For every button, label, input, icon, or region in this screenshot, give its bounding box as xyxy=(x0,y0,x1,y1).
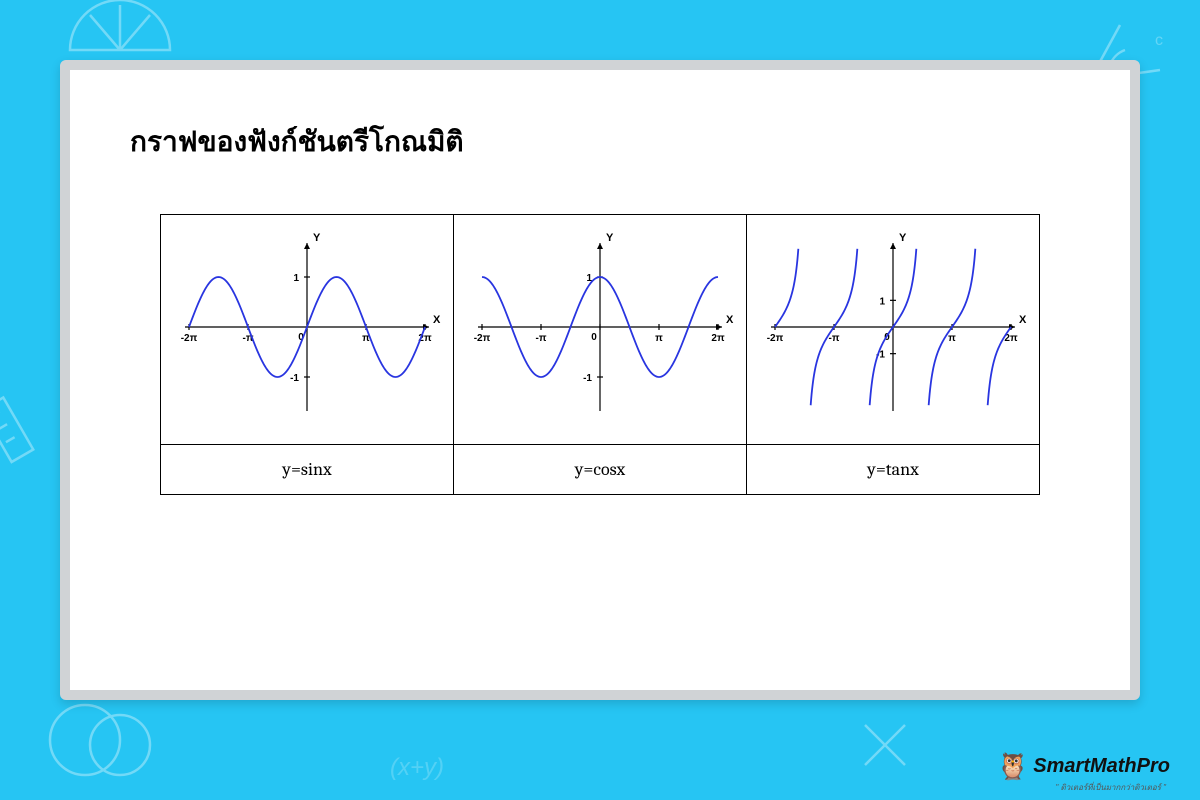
svg-text:π: π xyxy=(948,333,956,344)
svg-text:1: 1 xyxy=(293,273,299,284)
svg-text:-π: -π xyxy=(536,333,547,344)
svg-text:-1: -1 xyxy=(290,373,299,384)
svg-text:-π: -π xyxy=(829,333,840,344)
cos-chart: YX-2π-π0π2π1-1 xyxy=(460,227,740,427)
svg-text:Y: Y xyxy=(313,232,321,244)
graph-cell-tan: YX-2π-π0π2π1-1 xyxy=(747,215,1040,445)
label-row: y=sinx y=cosx y=tanx xyxy=(161,445,1040,495)
brand-name: SmartMathPro xyxy=(1033,755,1170,778)
owl-icon: 🦉 xyxy=(997,751,1029,782)
sin-chart: YX-2π-π0π2π1-1 xyxy=(167,227,447,427)
svg-text:c: c xyxy=(1155,32,1163,49)
svg-text:X: X xyxy=(726,314,734,326)
svg-text:-2π: -2π xyxy=(767,333,784,344)
svg-text:X: X xyxy=(433,314,441,326)
svg-text:2π: 2π xyxy=(711,333,725,344)
graph-cell-sin: YX-2π-π0π2π1-1 xyxy=(161,215,454,445)
svg-text:0: 0 xyxy=(591,332,597,343)
doodle-times xyxy=(850,710,920,780)
whiteboard: กราฟของฟังก์ชันตรีโกณมิติ Y X -2π -π 0 π 2π 1 -1… xyxy=(60,60,1140,700)
svg-text:-2π: -2π xyxy=(181,333,198,344)
label-sin: y=sinx xyxy=(161,445,454,495)
doodle-venn xyxy=(40,690,160,790)
svg-text:X: X xyxy=(1019,314,1027,326)
svg-text:(x+y): (x+y) xyxy=(390,754,444,781)
svg-text:-2π: -2π xyxy=(474,333,491,344)
svg-text:Y: Y xyxy=(606,232,614,244)
label-cos: y=cosx xyxy=(454,445,747,495)
doodle-expr: (x+y) xyxy=(380,735,480,795)
tan-chart: YX-2π-π0π2π1-1 xyxy=(753,227,1033,427)
svg-text:Y: Y xyxy=(899,232,907,244)
label-tan: y=tanx xyxy=(747,445,1040,495)
graph-row: YX-2π-π0π2π1-1 YX-2π-π0π2π1-1 YX-2π-π0π2… xyxy=(161,215,1040,445)
brand-logo: 🦉 SmartMathPro xyxy=(997,751,1170,782)
page-title: กราฟของฟังก์ชันตรีโกณมิติ xyxy=(130,120,1070,164)
svg-text:1: 1 xyxy=(879,296,885,307)
brand-tagline: " ติวเตอร์ที่เป็นมากกว่าติวเตอร์ " xyxy=(1055,781,1166,794)
svg-text:π: π xyxy=(655,333,663,344)
graph-cell-cos: YX-2π-π0π2π1-1 xyxy=(454,215,747,445)
svg-text:-1: -1 xyxy=(583,373,592,384)
graph-table: YX-2π-π0π2π1-1 YX-2π-π0π2π1-1 YX-2π-π0π2… xyxy=(160,214,1040,495)
doodle-protractor xyxy=(60,0,180,60)
